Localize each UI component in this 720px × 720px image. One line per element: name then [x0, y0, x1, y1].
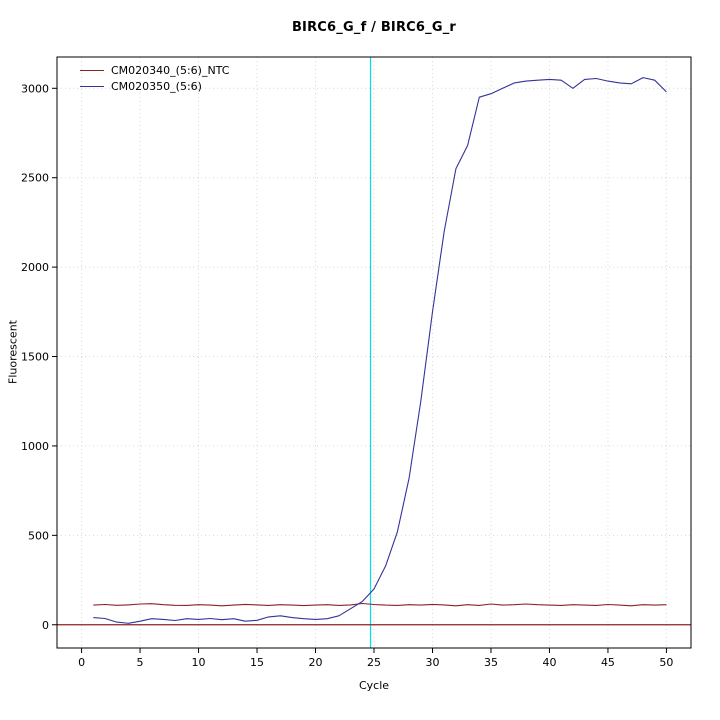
legend: CM020340_(5:6)_NTC CM020350_(5:6) — [80, 64, 229, 93]
series-line-0 — [93, 602, 667, 607]
x-axis-tick-label: 10 — [192, 656, 206, 669]
y-axis-tick-label: 2500 — [21, 172, 49, 185]
legend-line-sample-ntc — [80, 70, 104, 71]
x-axis-tick-label: 30 — [425, 656, 439, 669]
legend-label-sample: CM020350_(5:6) — [111, 80, 202, 93]
series-line-1 — [93, 77, 667, 624]
x-axis-tick-label: 45 — [601, 656, 615, 669]
y-axis-tick-label: 1500 — [21, 351, 49, 364]
legend-label-ntc: CM020340_(5:6)_NTC — [111, 64, 230, 77]
y-axis-tick-label: 500 — [28, 529, 49, 542]
x-axis-label: Cycle — [358, 679, 390, 692]
x-axis-tick-label: 40 — [542, 656, 556, 669]
x-axis-tick-label: 15 — [250, 656, 264, 669]
x-axis-tick-label: 25 — [367, 656, 381, 669]
x-axis-tick-label: 35 — [484, 656, 498, 669]
x-axis-tick-label: 20 — [309, 656, 323, 669]
legend-item-sample: CM020350_(5:6) — [80, 80, 229, 93]
y-axis-label: Fluorescent — [6, 320, 20, 384]
y-axis-tick-label: 3000 — [21, 82, 49, 95]
y-axis-tick-label: 1000 — [21, 440, 49, 453]
y-axis-tick-label: 0 — [42, 619, 49, 632]
legend-item-ntc: CM020340_(5:6)_NTC — [80, 64, 229, 77]
chart-title: BIRC6_G_f / BIRC6_G_r — [291, 20, 457, 35]
x-axis-tick-label: 50 — [659, 656, 673, 669]
x-axis-tick-label: 0 — [78, 656, 85, 669]
legend-line-sample-positive — [80, 86, 104, 87]
y-axis-tick-label: 2000 — [21, 261, 49, 274]
x-axis-tick-label: 5 — [137, 656, 144, 669]
